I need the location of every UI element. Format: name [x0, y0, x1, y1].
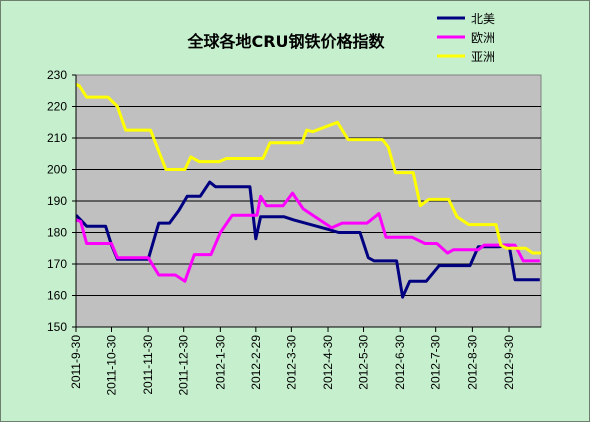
x-tick-label: 2011-10-30 — [104, 335, 118, 396]
y-tick-label: 180 — [47, 226, 67, 240]
y-tick-label: 160 — [47, 289, 67, 303]
x-tick-label: 2012-9-30 — [502, 335, 516, 390]
x-tick-label: 2012-4-30 — [321, 335, 335, 390]
y-tick-label: 190 — [47, 194, 67, 208]
series-line-2 — [76, 191, 540, 283]
series-line-3 — [76, 83, 541, 255]
legend-label-1: 北美 — [471, 12, 495, 26]
x-tick-label: 2012-1-30 — [213, 335, 227, 390]
x-tick-label: 2012-5-30 — [357, 335, 371, 390]
y-tick-label: 150 — [47, 320, 67, 334]
x-tick-label: 2011-12-30 — [177, 335, 191, 396]
y-tick-label: 230 — [47, 68, 67, 82]
x-tick-label: 2012-6-30 — [393, 335, 407, 390]
y-tick-label: 200 — [47, 163, 67, 177]
x-tick-label: 2011-9-30 — [69, 335, 83, 389]
legend-label-2: 欧洲 — [471, 31, 495, 45]
y-tick-label: 170 — [47, 257, 67, 271]
x-tick-label: 2012-7-30 — [429, 335, 443, 390]
series-layer — [76, 83, 541, 299]
series-line-1 — [76, 180, 540, 299]
x-tick-label: 2011-11-30 — [141, 335, 155, 395]
chart-title: 全球各地CRU钢铁价格指数 — [186, 32, 385, 51]
x-tick-label: 2012-8-30 — [465, 335, 479, 390]
x-tick-label: 2012-3-30 — [284, 335, 298, 390]
axis-layer: 150 160 170 180 190 200 210 220 230 2011-9-30 2011… — [47, 68, 541, 396]
legend-label-3: 亚洲 — [471, 50, 495, 64]
x-tick-label: 2012-2-29 — [249, 335, 263, 390]
y-tick-label: 220 — [47, 100, 67, 114]
y-tick-label: 210 — [47, 131, 67, 145]
